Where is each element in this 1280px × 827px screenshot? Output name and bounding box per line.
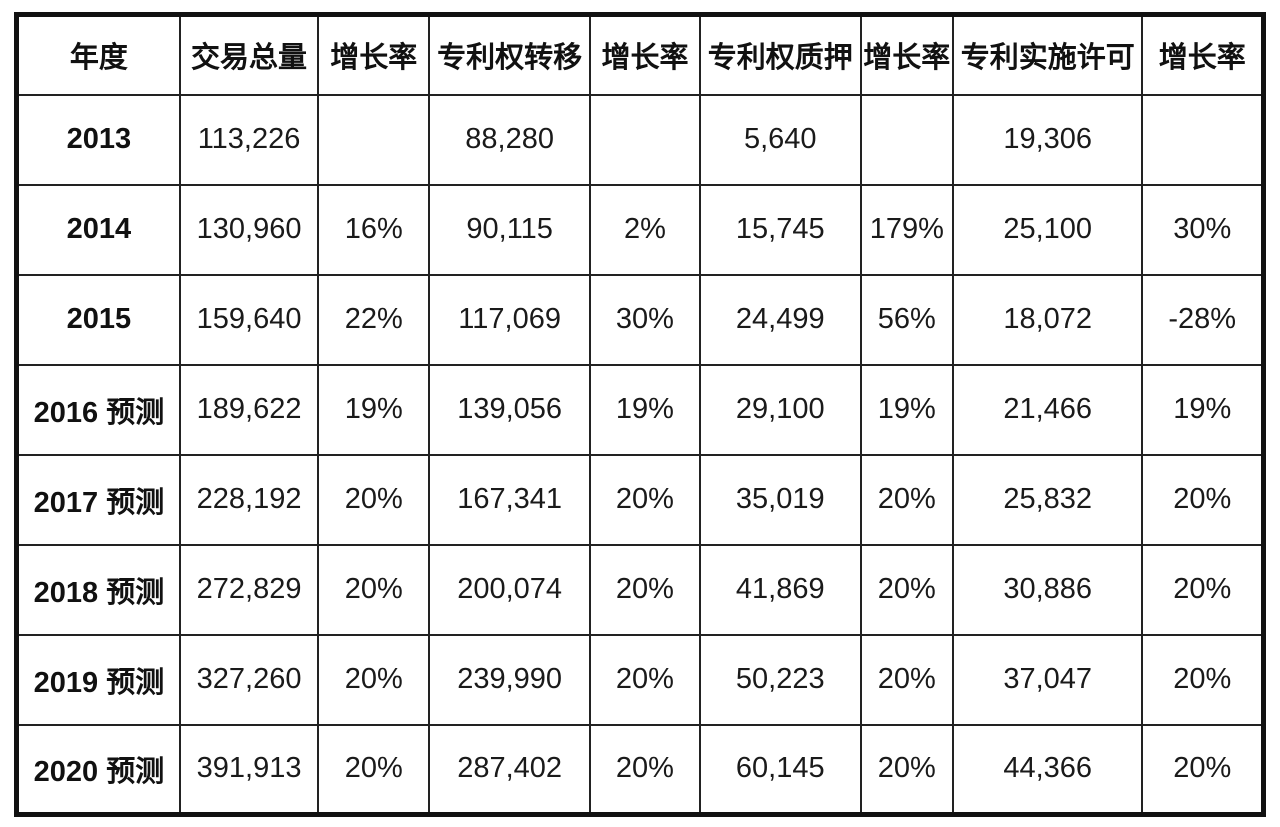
table-row: 2014 130,960 16% 90,115 2% 15,745 179% 25,100 30… [15, 183, 1265, 276]
cell-value: 2% [589, 183, 701, 276]
cell-value [859, 93, 954, 186]
cell-value: 16% [317, 183, 431, 276]
cell-value: 20% [589, 543, 701, 636]
cell-value: 20% [1141, 723, 1265, 816]
cell-value: 113,226 [178, 93, 320, 186]
cell-value: 24,499 [698, 273, 862, 366]
cell-value: 21,466 [951, 363, 1144, 456]
cell-year: 2017 预测 [15, 453, 181, 546]
cell-value: 287,402 [428, 723, 592, 816]
cell-value: 19% [317, 363, 431, 456]
cell-value: 19% [1141, 363, 1265, 456]
cell-value: 25,100 [951, 183, 1144, 276]
patent-transactions-table: 年度 交易总量 增长率 专利权转移 增长率 专利权质押 增长率 专利实施许可 增长率 2013 1… [14, 12, 1266, 817]
table-row: 2019 预测 327,260 20% 239,990 20% 50,223 20% 37,0… [15, 633, 1265, 726]
table-row: 2016 预测 189,622 19% 139,056 19% 29,100 19% 21,4… [15, 363, 1265, 456]
cell-year: 2018 预测 [15, 543, 181, 636]
table-row: 2020 预测 391,913 20% 287,402 20% 60,145 20% 44,3… [15, 723, 1265, 816]
cell-value: 90,115 [428, 183, 592, 276]
cell-value: 56% [859, 273, 954, 366]
cell-value: 20% [1141, 453, 1265, 546]
cell-value: 25,832 [951, 453, 1144, 546]
column-header-4: 增长率 [589, 13, 701, 96]
table-row: 2013 113,226 88,280 5,640 19,306 [15, 93, 1265, 186]
cell-value: 35,019 [698, 453, 862, 546]
cell-value: -28% [1141, 273, 1265, 366]
cell-value: 130,960 [178, 183, 320, 276]
column-header-2: 增长率 [317, 13, 431, 96]
column-header-0: 年度 [15, 13, 181, 96]
cell-value: 30% [589, 273, 701, 366]
cell-value: 18,072 [951, 273, 1144, 366]
cell-value: 272,829 [178, 543, 320, 636]
table-row: 2015 159,640 22% 117,069 30% 24,499 56% 18,072-… [15, 273, 1265, 366]
cell-value [317, 93, 431, 186]
table-row: 2017 预测 228,192 20% 167,341 20% 35,019 20% 25,8… [15, 453, 1265, 546]
cell-value: 37,047 [951, 633, 1144, 726]
cell-value: 179% [859, 183, 954, 276]
column-header-8: 增长率 [1141, 13, 1265, 96]
cell-value: 41,869 [698, 543, 862, 636]
cell-value: 20% [589, 723, 701, 816]
column-header-3: 专利权转移 [428, 13, 592, 96]
cell-value: 15,745 [698, 183, 862, 276]
header-row: 年度 交易总量 增长率 专利权转移 增长率 专利权质押 增长率 专利实施许可 增长率 [15, 13, 1265, 96]
cell-value: 200,074 [428, 543, 592, 636]
cell-value: 20% [589, 453, 701, 546]
cell-value: 20% [589, 633, 701, 726]
cell-year: 2015 [15, 273, 181, 366]
column-header-5: 专利权质押 [698, 13, 862, 96]
cell-value: 60,145 [698, 723, 862, 816]
cell-value: 30,886 [951, 543, 1144, 636]
table-body: 2013 113,226 88,280 5,640 19,306 2014 130,960 1… [15, 93, 1265, 816]
cell-value: 391,913 [178, 723, 320, 816]
cell-value: 20% [859, 453, 954, 546]
cell-value: 20% [859, 633, 954, 726]
cell-value [1141, 93, 1265, 186]
table-header: 年度 交易总量 增长率 专利权转移 增长率 专利权质押 增长率 专利实施许可 增长率 [15, 13, 1265, 96]
cell-year: 2013 [15, 93, 181, 186]
cell-value [589, 93, 701, 186]
cell-value: 5,640 [698, 93, 862, 186]
cell-value: 327,260 [178, 633, 320, 726]
cell-value: 20% [1141, 633, 1265, 726]
cell-value: 19% [859, 363, 954, 456]
cell-value: 20% [859, 543, 954, 636]
cell-value: 117,069 [428, 273, 592, 366]
cell-value: 139,056 [428, 363, 592, 456]
cell-value: 167,341 [428, 453, 592, 546]
column-header-1: 交易总量 [178, 13, 320, 96]
cell-value: 189,622 [178, 363, 320, 456]
cell-value: 30% [1141, 183, 1265, 276]
cell-value: 20% [317, 723, 431, 816]
cell-value: 19% [589, 363, 701, 456]
cell-value: 239,990 [428, 633, 592, 726]
cell-year: 2019 预测 [15, 633, 181, 726]
cell-year: 2016 预测 [15, 363, 181, 456]
cell-value: 29,100 [698, 363, 862, 456]
cell-value: 159,640 [178, 273, 320, 366]
column-header-6: 增长率 [859, 13, 954, 96]
cell-value: 20% [1141, 543, 1265, 636]
table-row: 2018 预测 272,829 20% 200,074 20% 41,869 20% 30,8… [15, 543, 1265, 636]
cell-value: 20% [317, 453, 431, 546]
column-header-7: 专利实施许可 [951, 13, 1144, 96]
cell-year: 2014 [15, 183, 181, 276]
cell-value: 50,223 [698, 633, 862, 726]
cell-value: 44,366 [951, 723, 1144, 816]
cell-value: 88,280 [428, 93, 592, 186]
cell-value: 20% [317, 543, 431, 636]
cell-value: 19,306 [951, 93, 1144, 186]
cell-value: 20% [317, 633, 431, 726]
cell-value: 22% [317, 273, 431, 366]
cell-value: 228,192 [178, 453, 320, 546]
cell-year: 2020 预测 [15, 723, 181, 816]
cell-value: 20% [859, 723, 954, 816]
